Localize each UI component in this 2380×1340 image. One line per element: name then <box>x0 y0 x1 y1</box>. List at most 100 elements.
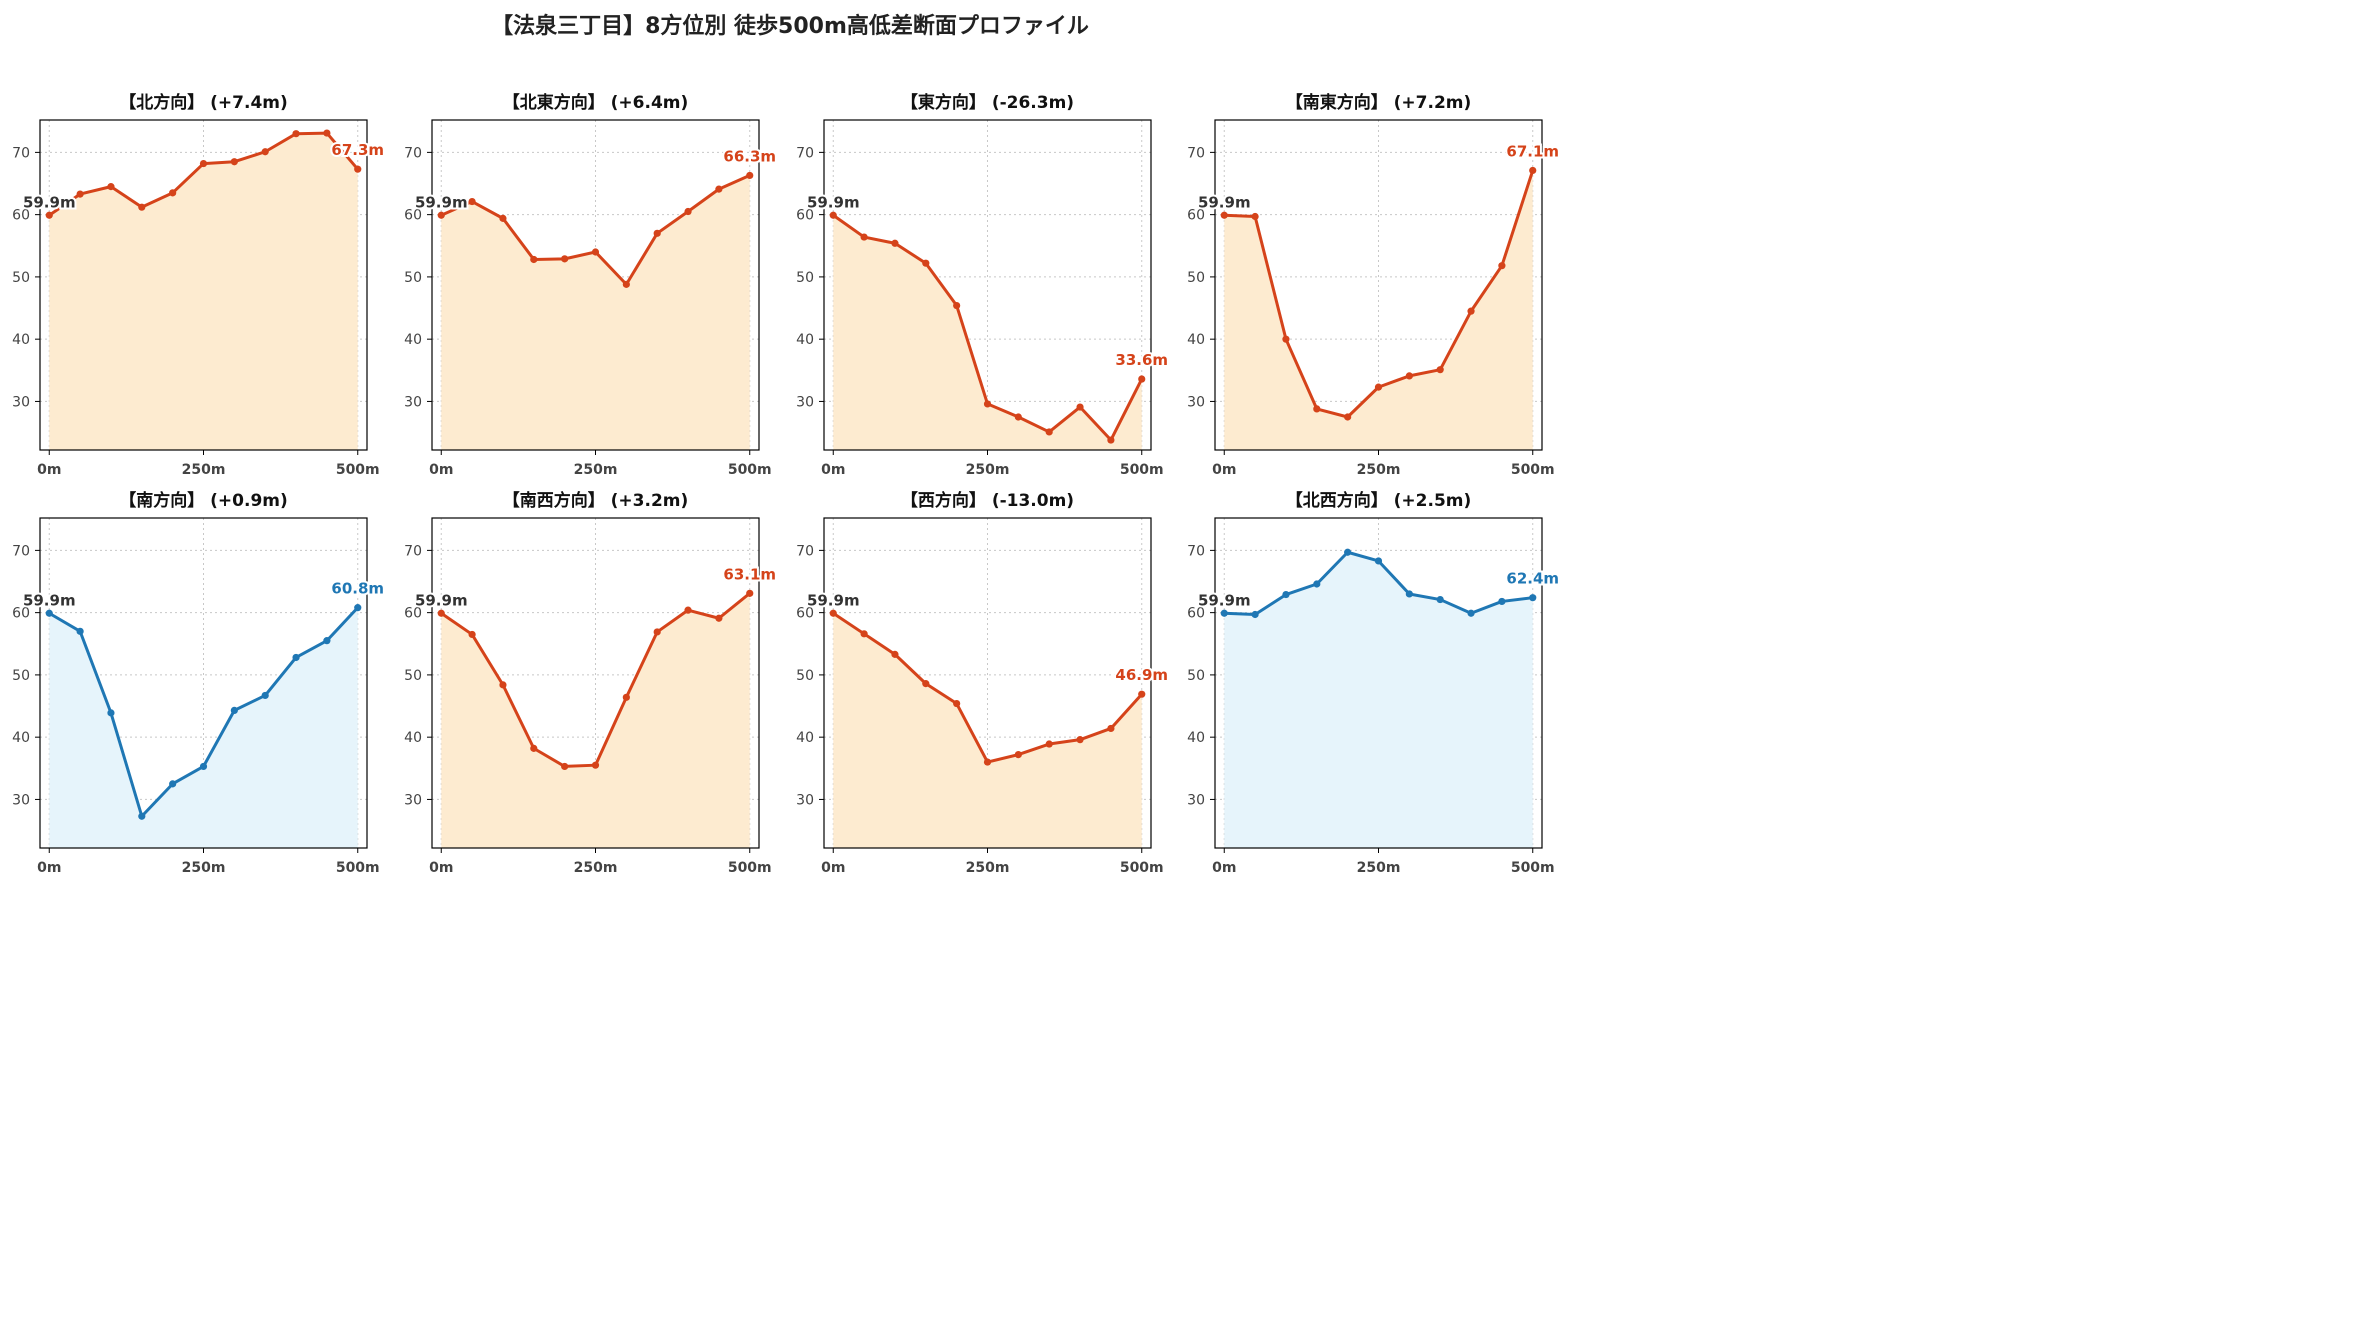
y-tick-label: 50 <box>796 668 814 684</box>
y-tick-label: 60 <box>1187 208 1205 224</box>
x-tick-label: 500m <box>336 860 380 876</box>
y-tick-label: 30 <box>796 792 814 808</box>
y-tick-label: 40 <box>1187 730 1205 746</box>
data-point <box>437 609 445 617</box>
x-tick-label: 0m <box>1212 462 1236 478</box>
area-fill <box>441 175 750 450</box>
area-fill <box>49 133 358 450</box>
end-elevation-label: 66.3m <box>723 147 776 165</box>
start-elevation-label: 59.9m <box>807 591 860 609</box>
data-point <box>1405 372 1413 380</box>
data-point <box>829 211 837 219</box>
area-fill <box>1224 170 1533 450</box>
y-tick-label: 40 <box>796 730 814 746</box>
end-elevation-label: 60.8m <box>331 580 384 598</box>
data-point <box>499 214 507 222</box>
data-point <box>1344 548 1352 556</box>
data-point <box>261 148 269 156</box>
data-point <box>530 255 538 264</box>
end-elevation-label: 33.6m <box>1115 351 1168 369</box>
data-point <box>1076 736 1084 744</box>
data-point <box>684 207 692 216</box>
data-point <box>653 628 661 636</box>
x-tick-label: 500m <box>336 462 380 478</box>
y-tick-label: 30 <box>12 792 30 808</box>
area-fill <box>833 215 1142 450</box>
data-point <box>1251 610 1259 619</box>
x-tick-label: 0m <box>821 462 845 478</box>
y-tick-label: 70 <box>796 543 814 559</box>
y-tick-label: 70 <box>796 145 814 161</box>
data-point <box>561 255 569 263</box>
data-point <box>1529 594 1537 602</box>
y-tick-label: 60 <box>796 606 814 622</box>
data-point <box>1436 595 1444 604</box>
data-point <box>437 211 445 219</box>
chart-title: 【南方向】 (+0.9m) <box>119 490 288 511</box>
data-point <box>292 653 300 662</box>
data-point <box>1138 375 1146 383</box>
data-point <box>1529 166 1537 175</box>
data-point <box>1405 590 1413 598</box>
elevation-chart-4: 【南方向】 (+0.9m) 0m 250m 500m 30 40 50 60 70 59.9m 60… <box>12 490 386 876</box>
y-tick-label: 50 <box>404 270 422 286</box>
x-tick-label: 250m <box>182 860 226 876</box>
chart-title: 【西方向】 (-13.0m) <box>901 490 1074 511</box>
x-tick-label: 0m <box>429 860 453 876</box>
chart-title: 【東方向】 (-26.3m) <box>901 92 1074 113</box>
start-elevation-label: 59.9m <box>415 591 468 609</box>
x-tick-label: 250m <box>966 462 1010 478</box>
data-point <box>1045 428 1053 436</box>
data-point <box>922 680 930 688</box>
data-point <box>230 158 238 166</box>
y-tick-label: 70 <box>12 145 30 161</box>
data-point <box>1374 557 1383 565</box>
data-point <box>983 400 992 408</box>
data-point <box>860 630 868 638</box>
y-tick-label: 40 <box>12 730 30 746</box>
x-tick-label: 500m <box>1120 462 1164 478</box>
start-elevation-label: 59.9m <box>1198 591 1251 609</box>
data-point <box>1014 751 1022 759</box>
x-tick-label: 250m <box>574 860 618 876</box>
data-point <box>169 189 177 197</box>
data-point <box>1138 690 1146 698</box>
y-tick-label: 50 <box>1187 668 1205 684</box>
y-tick-label: 60 <box>796 208 814 224</box>
end-elevation-label: 63.1m <box>723 565 776 583</box>
data-point <box>1220 609 1228 617</box>
y-tick-label: 50 <box>12 270 30 286</box>
data-point <box>169 780 177 788</box>
y-tick-label: 70 <box>404 145 422 161</box>
data-point <box>860 233 868 241</box>
data-point <box>323 129 331 137</box>
x-tick-label: 250m <box>1357 462 1401 478</box>
data-point <box>107 709 115 717</box>
data-point <box>922 259 930 267</box>
data-point <box>684 606 692 614</box>
elevation-chart-1: 【北東方向】 (+6.4m) 0m 250m 500m 30 40 50 60 70 59.9m 6… <box>404 92 778 478</box>
y-tick-label: 60 <box>404 208 422 224</box>
data-point <box>76 190 84 198</box>
y-tick-label: 40 <box>796 332 814 348</box>
data-point <box>1313 580 1321 588</box>
data-point <box>1374 383 1383 391</box>
start-elevation-label: 59.9m <box>415 193 468 211</box>
chart-grid: 【北方向】 (+7.4m) 0m 250m 500m 30 40 50 60 70 59.9m 67… <box>0 0 1580 900</box>
data-point <box>354 165 362 173</box>
chart-title: 【北東方向】 (+6.4m) <box>503 92 689 113</box>
y-tick-label: 40 <box>1187 332 1205 348</box>
data-point <box>76 627 84 635</box>
elevation-chart-6: 【西方向】 (-13.0m) 0m 250m 500m 30 40 50 60 70 59.9m 4… <box>796 490 1170 876</box>
x-tick-label: 500m <box>1120 860 1164 876</box>
y-tick-label: 30 <box>1187 792 1205 808</box>
data-point <box>354 604 362 612</box>
data-point <box>45 609 53 617</box>
x-tick-label: 500m <box>1511 462 1555 478</box>
data-point <box>891 650 899 658</box>
data-point <box>715 185 723 193</box>
data-point <box>622 693 630 701</box>
data-point <box>1282 590 1290 599</box>
data-point <box>1251 212 1259 221</box>
elevation-chart-5: 【南西方向】 (+3.2m) 0m 250m 500m 30 40 50 60 70 59.9m 6… <box>404 490 778 876</box>
